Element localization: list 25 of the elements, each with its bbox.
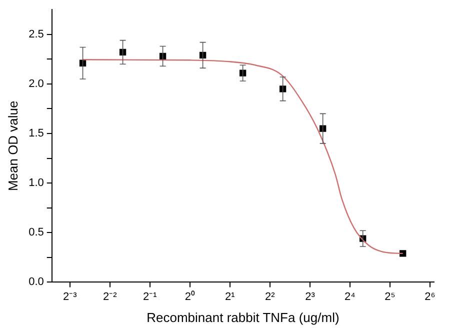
point — [400, 250, 406, 257]
x-tick-label: 2² — [265, 290, 276, 303]
x-tick-label: 2⁴ — [344, 290, 356, 303]
y-tick-label: 1.5 — [28, 128, 44, 140]
x-tick-label: 2⁻¹ — [143, 290, 158, 303]
point — [320, 125, 326, 132]
x-tick-label: 2⁵ — [384, 290, 396, 303]
y-tick-label: 2.0 — [28, 78, 44, 90]
y-axis-title: Mean OD value — [5, 100, 20, 192]
point — [239, 70, 246, 76]
point — [159, 52, 166, 60]
y-tick-label: 1.0 — [28, 177, 44, 190]
point — [199, 52, 206, 59]
y-tick-label: 0.0 — [28, 276, 44, 288]
x-tick-label: 2⁻² — [103, 290, 118, 303]
y-tick-label: 0.5 — [28, 226, 44, 239]
x-axis-title: Recombinant rabbit TNFa (ug/ml) — [146, 310, 340, 325]
y-tick-label: 2.5 — [28, 28, 44, 40]
point — [280, 86, 286, 92]
x-tick-label: 2³ — [305, 290, 316, 303]
x-tick-label: 2⁶ — [424, 290, 436, 303]
x-tick-label: 2¹ — [225, 290, 236, 303]
x-tick-label: 2⁻³ — [63, 290, 78, 303]
x-tick-label: 2⁰ — [184, 290, 195, 303]
point — [119, 48, 126, 56]
